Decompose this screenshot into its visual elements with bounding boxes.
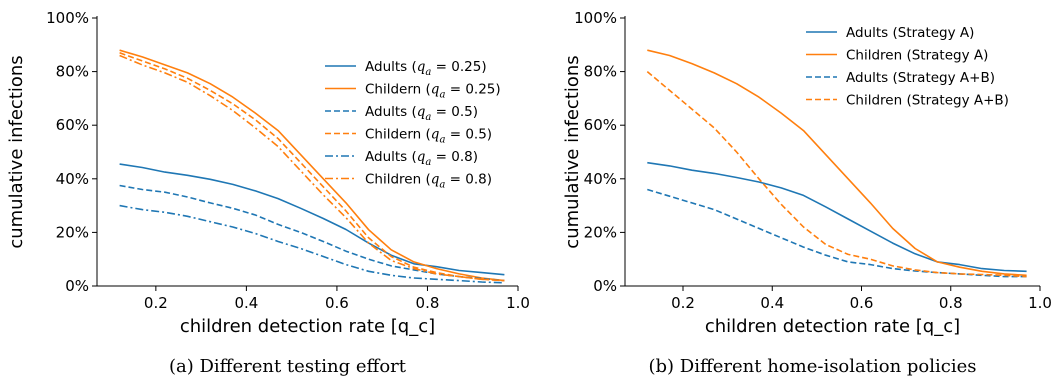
legend: Adults (qa = 0.25) Childern (qa = 0.25) Ad… bbox=[325, 59, 501, 191]
y-tick-label: 0% bbox=[65, 277, 89, 295]
legend-entry-label: Adults (Strategy A+B) bbox=[846, 70, 995, 86]
x-tick-label: 0.4 bbox=[234, 294, 258, 312]
x-tick-label: 0.6 bbox=[325, 294, 349, 312]
legend-entry-label: Children (Strategy A+B) bbox=[846, 93, 1009, 109]
x-tick-label: 0.8 bbox=[939, 294, 963, 312]
x-tick-label: 0.4 bbox=[760, 294, 784, 312]
x-axis-label: children detection rate [q_c] bbox=[705, 316, 960, 337]
figure-caption: (b) Different home-isolation policies bbox=[648, 356, 976, 377]
legend-entry-label: Adults (Strategy A) bbox=[846, 25, 974, 41]
x-tick-label: 0.2 bbox=[144, 294, 168, 312]
figure-caption: (a) Different testing effort bbox=[169, 356, 407, 377]
panel-b: 0% 20% 40% 60% 80% 100% 0.2 0.4 0.6 0.8 1.0 childre… bbox=[562, 9, 1052, 377]
legend-entry-label: Adults (qa = 0.25) bbox=[365, 59, 487, 78]
y-tick-label: 40% bbox=[584, 170, 617, 188]
x-tick-label: 0.8 bbox=[416, 294, 440, 312]
y-axis-label: cumulative infections bbox=[6, 55, 27, 248]
x-tick-label: 0.6 bbox=[850, 294, 874, 312]
y-tick-label: 0% bbox=[593, 277, 617, 295]
series-line-2 bbox=[120, 186, 505, 281]
legend-entry-label: Adults (qa = 0.5) bbox=[365, 104, 478, 123]
series-line-0 bbox=[647, 163, 1026, 272]
y-tick-label: 60% bbox=[584, 116, 617, 134]
legend-entry-label: Childern (qa = 0.25) bbox=[365, 82, 501, 101]
y-tick-label: 20% bbox=[584, 223, 617, 241]
y-tick-label: 80% bbox=[584, 63, 617, 81]
y-tick-label: 80% bbox=[56, 63, 89, 81]
legend-entry-label: Adults (qa = 0.8) bbox=[365, 149, 478, 168]
x-tick-label: 1.0 bbox=[506, 294, 530, 312]
x-tick-label: 1.0 bbox=[1028, 294, 1052, 312]
y-tick-label: 100% bbox=[46, 9, 89, 27]
y-tick-label: 20% bbox=[56, 223, 89, 241]
y-tick-label: 100% bbox=[574, 9, 617, 27]
legend-entry-label: Children (Strategy A) bbox=[846, 48, 988, 64]
legend-entry-label: Children (qa = 0.8) bbox=[365, 172, 492, 191]
x-axis-label: children detection rate [q_c] bbox=[180, 316, 435, 337]
legend: Adults (Strategy A) Children (Strategy A)… bbox=[806, 25, 1009, 109]
series-line-2 bbox=[647, 190, 1026, 277]
panel-a: 0% 20% 40% 60% 80% 100% 0.2 0.4 0.6 0.8 1.0 childre… bbox=[6, 9, 530, 377]
x-tick-label: 0.2 bbox=[671, 294, 695, 312]
y-tick-label: 40% bbox=[56, 170, 89, 188]
y-axis-label: cumulative infections bbox=[562, 55, 583, 248]
legend-entry-label: Childern (qa = 0.5) bbox=[365, 127, 492, 146]
y-tick-label: 60% bbox=[56, 116, 89, 134]
